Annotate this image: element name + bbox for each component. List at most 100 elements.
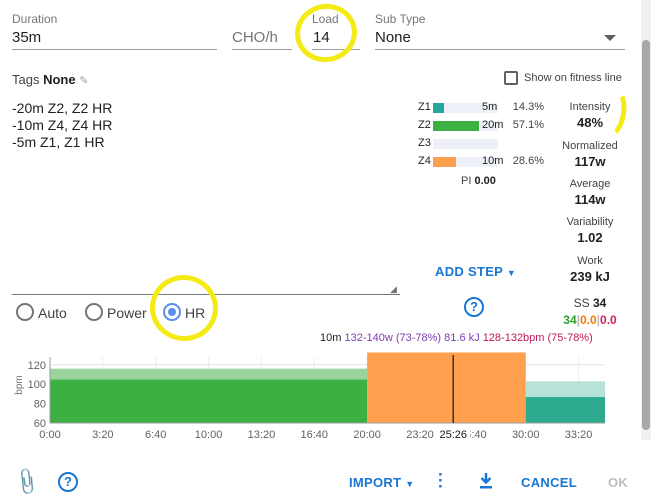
zone-bar-fill	[433, 157, 456, 167]
duration-label: Duration	[12, 12, 58, 26]
radio-auto-label: Auto	[38, 305, 67, 321]
step-bar	[50, 380, 368, 423]
paperclip-icon[interactable]: 📎	[10, 467, 43, 498]
zone-duration: 20m	[482, 119, 504, 131]
description-line: -20m Z2, Z2 HR	[12, 100, 113, 116]
zone-duration: 5m	[482, 101, 498, 113]
cursor-label-bg	[436, 427, 471, 441]
zone-bar-fill	[433, 103, 444, 113]
step-energy: 81.6 kJ	[444, 332, 480, 344]
y-tick-label: 80	[34, 399, 46, 411]
ss-green-value: 34	[563, 313, 577, 327]
load-label: Load	[312, 12, 339, 26]
load-underline	[312, 49, 360, 50]
zone-bar-track	[433, 157, 498, 167]
y-tick-label: 100	[28, 379, 46, 391]
work-value: 239 kJ	[570, 269, 610, 284]
tags-row[interactable]: Tags None ✎	[12, 72, 88, 87]
x-tick-label: 16:40	[301, 429, 329, 441]
ss-orange-value: 0.0	[579, 313, 597, 327]
work-label: Work	[577, 255, 603, 267]
radio-hr[interactable]	[163, 303, 181, 321]
x-tick-label: 23:20	[406, 429, 434, 441]
zone-bar-fill	[433, 121, 479, 131]
footer-help-icon[interactable]: ?	[58, 472, 78, 492]
workout-chart[interactable]: 60 80 100 120 0:00 3:20 6:40 10:00 13:20 16:40 20:…	[0, 345, 640, 445]
load-value[interactable]: 14	[313, 29, 330, 46]
ss-red-value: 0.0	[600, 313, 617, 327]
cho-underline	[232, 49, 292, 50]
step-hr: 128-132bpm (75-78%)	[482, 332, 593, 344]
caret-down-icon: ▼	[405, 479, 415, 489]
average-metric: Average 114w	[555, 178, 625, 207]
y-axis-label: bpm	[14, 375, 25, 394]
ok-button[interactable]: OK	[608, 475, 629, 490]
add-step-label: ADD STEP	[435, 264, 503, 279]
y-tick-label: 120	[28, 360, 46, 372]
variability-label: Variability	[566, 216, 614, 228]
normalized-label: Normalized	[562, 140, 618, 152]
add-step-button[interactable]: ADD STEP ▼	[435, 264, 516, 279]
subtype-value[interactable]: None	[375, 29, 411, 46]
step-summary: 10m 132-140w (73-78%) 81.6 kJ 128-132bpm…	[320, 332, 593, 344]
variability-metric: Variability 1.02	[555, 216, 625, 245]
subtype-label: Sub Type	[375, 12, 426, 26]
step-duration: 10m	[320, 332, 342, 344]
variability-value: 1.02	[577, 230, 603, 245]
ss-value: 34	[593, 296, 607, 310]
import-button[interactable]: IMPORT ▼	[349, 475, 415, 490]
intensity-metric: Intensity 48%	[555, 101, 625, 130]
zone-row: Z1 5m 14.3%	[418, 101, 546, 115]
intensity-value: 48%	[576, 115, 604, 130]
x-tick-label: 33:20	[565, 429, 593, 441]
caret-down-icon: ▼	[506, 268, 517, 278]
zone-row: Z4 10m 28.6%	[418, 155, 546, 169]
textarea-underline	[12, 294, 400, 295]
scrollbar-thumb[interactable]	[642, 40, 650, 430]
step-bar	[525, 397, 605, 423]
y-tick-label: 60	[34, 418, 46, 430]
zone-bar-track	[433, 103, 498, 113]
cursor-label: 25:26	[439, 429, 467, 441]
duration-value[interactable]: 35m	[12, 29, 42, 46]
pi-label: PI	[461, 175, 472, 187]
radio-power[interactable]	[85, 303, 103, 321]
chevron-down-icon[interactable]	[604, 35, 616, 41]
fitness-line-checkbox[interactable]	[504, 71, 518, 85]
more-vert-icon[interactable]: · · ·	[438, 465, 444, 496]
normalized-value: 117w	[574, 154, 606, 169]
cancel-button[interactable]: CANCEL	[521, 475, 577, 490]
x-tick-label: 3:20	[92, 429, 113, 441]
zone-percent: 28.6%	[512, 155, 544, 167]
description-line: -5m Z1, Z1 HR	[12, 134, 105, 150]
tags-value[interactable]: None	[43, 72, 76, 87]
description-textarea[interactable]: -20m Z2, Z2 HR -10m Z4, Z4 HR -5m Z1, Z1…	[12, 100, 400, 296]
cho-label: CHO/h	[232, 29, 278, 46]
work-metric: Work 239 kJ	[555, 255, 625, 284]
download-icon[interactable]	[478, 472, 494, 490]
normalized-metric: Normalized 117w	[555, 140, 625, 169]
zone-percent: 57.1%	[512, 119, 544, 131]
x-tick-label: 10:00	[195, 429, 223, 441]
zone-row: Z3	[418, 137, 546, 151]
duration-underline	[12, 49, 217, 50]
x-tick-label: 13:20	[248, 429, 276, 441]
zone-percent: 14.3%	[512, 101, 544, 113]
radio-auto[interactable]	[16, 303, 34, 321]
zone-row: Z2 20m 57.1%	[418, 119, 546, 133]
zone-name: Z3	[418, 137, 431, 149]
step-band	[50, 368, 368, 381]
zone-name: Z4	[418, 155, 431, 167]
pencil-icon[interactable]: ✎	[79, 75, 89, 87]
zone-duration: 10m	[482, 155, 504, 167]
highlight-intensity	[593, 85, 631, 141]
step-bar	[367, 353, 526, 423]
step-power: 132-140w (73-78%)	[344, 332, 442, 344]
help-icon[interactable]: ?	[464, 297, 484, 317]
resize-handle-icon[interactable]: ◢	[390, 284, 397, 294]
x-tick-label: 30:00	[512, 429, 540, 441]
highlight-load	[289, 0, 363, 68]
tags-label: Tags	[12, 72, 40, 87]
zone-name: Z1	[418, 101, 431, 113]
ss-breakdown: 34|0.0|0.0	[563, 313, 617, 327]
